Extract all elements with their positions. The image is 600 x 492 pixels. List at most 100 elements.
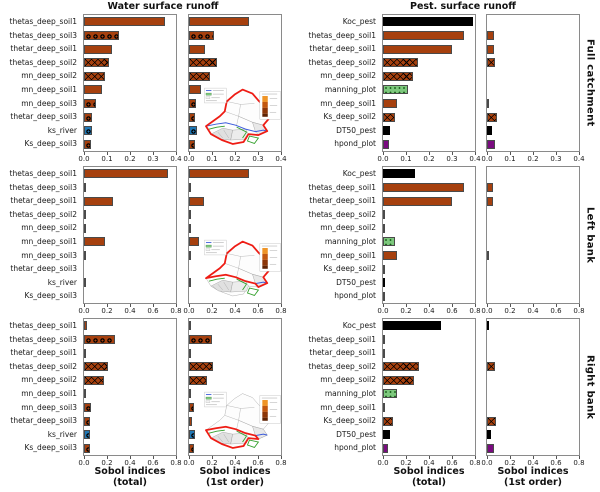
bar-thetas_deep_soil2: [383, 210, 385, 220]
x-tick-label: 0.4: [275, 155, 287, 163]
bar-mn_deep_soil2: [189, 375, 208, 385]
x-tick-mark: [556, 304, 557, 307]
x-tick-mark: [107, 456, 108, 459]
x-tick-mark: [212, 456, 213, 459]
x-tick-mark: [130, 152, 131, 155]
x-tick-label: 0.4: [229, 459, 241, 467]
xlabel-line2: (1st order): [504, 477, 562, 488]
category-label-thetas_deep_soil3: thetas_deep_soil3: [9, 30, 77, 40]
x-tick-mark: [579, 304, 580, 307]
bar-thetas_deep_soil2: [487, 362, 496, 372]
bar-hpond_plot: [383, 443, 389, 453]
category-label-thetar_deep_soil3: thetar_deep_soil3: [10, 112, 77, 122]
x-tick-label: 0.4: [469, 155, 481, 163]
xlabel-pest-first-order: Sobol indices (1st order): [486, 466, 580, 488]
bar-Ks_deep_soil2: [487, 112, 498, 122]
x-tick-mark: [258, 304, 259, 307]
bar-mn_deep_soil1: [189, 237, 200, 247]
row-label-left-bank: Left bank: [584, 206, 596, 264]
x-tick-label: 0.2: [504, 459, 516, 467]
map-inset-left-bank: [203, 238, 282, 302]
x-tick-label: 0.2: [229, 155, 241, 163]
category-label-DT50_pest: DT50_pest: [336, 429, 376, 439]
bar-thetas_deep_soil1: [84, 17, 165, 27]
bar-thetas_deep_soil1: [487, 182, 493, 192]
bar-Koc_pest: [487, 321, 489, 331]
map-filter-strips: [208, 277, 247, 291]
x-tick-label: 0.0: [481, 155, 493, 163]
x-tick-label: 0.2: [400, 307, 412, 315]
bar-mn_deep_soil3: [84, 250, 86, 260]
x-tick-label: 0.8: [170, 307, 182, 315]
bar-mn_deep_soil2: [189, 223, 191, 233]
x-tick-label: 0.1: [400, 155, 412, 163]
category-label-DT50_pest: DT50_pest: [336, 277, 376, 287]
pest-full-catchment-category-labels: Koc_pest thetas_deep_soil1 thetar_deep_soi…: [282, 15, 379, 151]
category-label-thetar_deep_soil3: thetar_deep_soil3: [10, 264, 77, 274]
bar-mn_deep_soil2: [84, 223, 86, 233]
bar-mn_deep_soil1: [84, 85, 103, 95]
water-right-bank-total-subplot: [83, 318, 177, 456]
map-legend: [204, 239, 227, 256]
category-label-mn_deep_soil2: mn_deep_soil2: [21, 223, 77, 233]
x-tick-label: 0.6: [446, 459, 458, 467]
x-tick-label: 0.0: [481, 459, 493, 467]
category-label-thetas_deep_soil2: thetas_deep_soil2: [308, 209, 376, 219]
category-label-mn_deep_soil1: mn_deep_soil1: [320, 402, 376, 412]
bar-Ks_deep_soil3: [189, 443, 195, 453]
pest-surface-runoff-title: Pest. surface runoff: [410, 1, 516, 12]
bar-Ks_deep_soil2: [383, 264, 385, 274]
map-legend: [204, 87, 227, 104]
category-label-thetas_deep_soil1: thetas_deep_soil1: [308, 334, 376, 344]
x-tick-label: 0.6: [147, 459, 159, 467]
bar-thetas_deep_soil2: [383, 58, 418, 68]
x-tick-mark: [475, 456, 476, 459]
x-tick-label: 0.0: [183, 155, 195, 163]
bar-Ks_deep_soil3: [84, 139, 91, 149]
x-tick-label: 0.0: [183, 459, 195, 467]
x-tick-mark: [429, 456, 430, 459]
map-colorbar-legend: [259, 243, 281, 272]
x-tick-mark: [130, 304, 131, 307]
category-label-thetar_deep_soil1: thetar_deep_soil1: [309, 196, 376, 206]
map-river: [205, 122, 268, 133]
x-tick-mark: [556, 152, 557, 155]
map-colorbar-legend: [259, 91, 281, 120]
x-tick-mark: [281, 152, 282, 155]
bar-thetar_deep_soil3: [189, 112, 195, 122]
row-label-full-catchment: Full catchment: [584, 39, 596, 127]
category-label-manning_plot: manning_plot: [324, 237, 376, 246]
category-label-thetar_deep_soil1: thetar_deep_soil1: [10, 348, 77, 358]
map-legend: [204, 391, 227, 408]
bar-ks_river: [189, 278, 191, 288]
x-tick-label: 0.2: [124, 155, 136, 163]
x-tick-label: 0.6: [446, 307, 458, 315]
category-label-thetar_deep_soil1: thetar_deep_soil1: [309, 44, 376, 54]
x-tick-label: 0.2: [527, 155, 539, 163]
category-label-mn_deep_soil1: mn_deep_soil1: [320, 250, 376, 260]
x-tick-mark: [176, 152, 177, 155]
x-tick-mark: [429, 152, 430, 155]
category-label-manning_plot: manning_plot: [324, 389, 376, 398]
bar-thetas_deep_soil1: [383, 182, 464, 192]
bar-mn_deep_soil1: [383, 402, 385, 412]
x-tick-label: 0.2: [400, 459, 412, 467]
category-label-thetas_deep_soil2: thetas_deep_soil2: [9, 209, 77, 219]
bar-thetar_deep_soil1: [383, 44, 452, 54]
bar-mn_deep_soil3: [84, 98, 96, 108]
pest-left-bank-first-order-subplot: [486, 166, 580, 304]
x-tick-label: 0.1: [504, 155, 516, 163]
x-tick-mark: [130, 456, 131, 459]
x-tick-label: 0.4: [170, 155, 182, 163]
xlabel-pest-total: Sobol indices (total): [382, 466, 476, 488]
x-tick-label: 0.4: [573, 155, 585, 163]
xlabel-line2: (total): [113, 477, 147, 488]
category-label-thetas_deep_soil1: thetas_deep_soil1: [308, 182, 376, 192]
x-tick-mark: [383, 304, 384, 307]
bar-ks_river: [189, 126, 198, 136]
category-label-mn_deep_soil1: mn_deep_soil1: [21, 237, 77, 246]
bar-thetas_deep_soil3: [189, 334, 212, 344]
bar-mn_deep_soil1: [383, 250, 397, 260]
category-label-thetas_deep_soil3: thetas_deep_soil3: [9, 334, 77, 344]
